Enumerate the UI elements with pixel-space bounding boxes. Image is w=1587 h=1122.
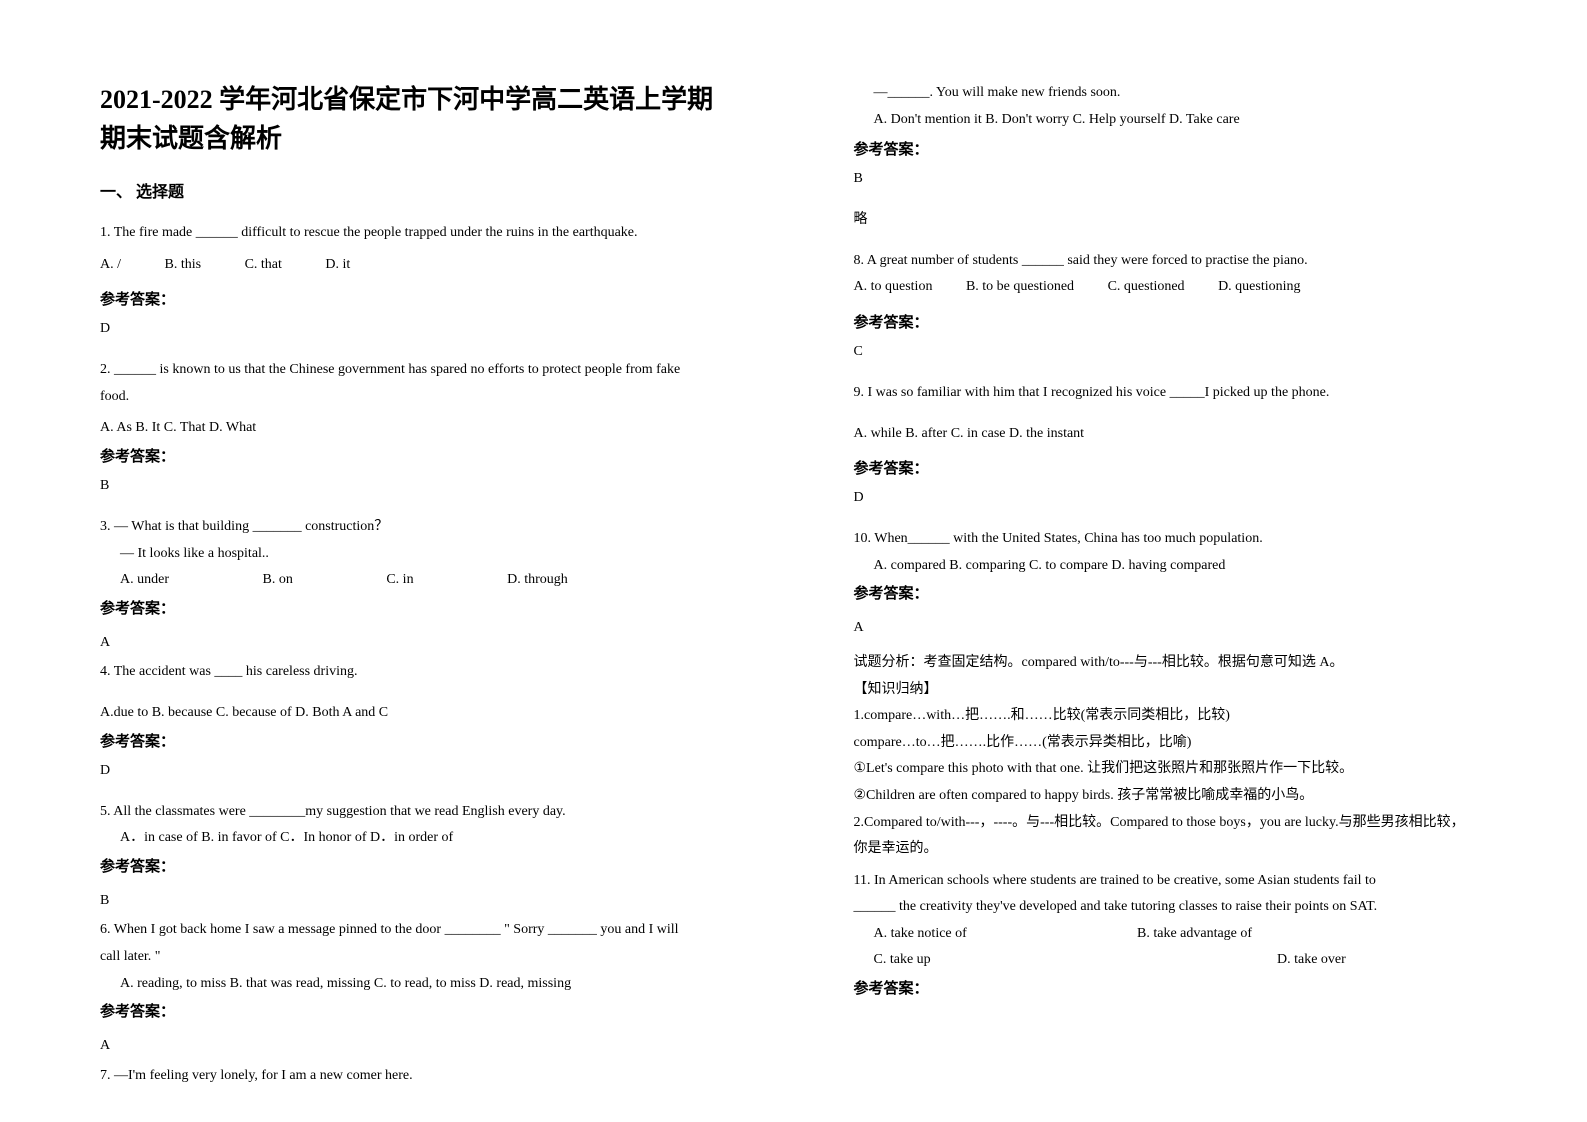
- q11-opt-b: B. take advantage of: [1137, 926, 1252, 941]
- section-heading: 一、 选择题: [100, 178, 734, 202]
- q2-answer-label: 参考答案：: [100, 445, 734, 466]
- right-column: —______. You will make new friends soon.…: [794, 0, 1587, 1122]
- q8-opt-b: B. to be questioned: [966, 274, 1074, 301]
- q8-options: A. to question B. to be questioned C. qu…: [854, 274, 1488, 301]
- document-title: 2021-2022 学年河北省保定市下河中学高二英语上学期期末试题含解析: [100, 80, 734, 158]
- q3-opt-c: C. in: [386, 567, 413, 594]
- q8-opt-a: A. to question: [854, 274, 933, 301]
- q4-answer-label: 参考答案：: [100, 730, 734, 751]
- q11-opt-c: C. take up: [854, 947, 1274, 974]
- q4-text: 4. The accident was ____ his careless dr…: [100, 659, 734, 686]
- q2-options: A. As B. It C. That D. What: [100, 415, 734, 442]
- q3-text2: — It looks like a hospital..: [100, 541, 734, 568]
- q1-answer-label: 参考答案：: [100, 288, 734, 309]
- q7-text1: 7. —I'm feeling very lonely, for I am a …: [100, 1063, 734, 1090]
- q10-explain1: 试题分析：考查固定结构。compared with/to---与---相比较。根…: [854, 650, 1488, 677]
- q1-opt-d: D. it: [325, 252, 350, 279]
- q10-text: 10. When______ with the United States, C…: [854, 526, 1488, 553]
- q5-answer: B: [100, 888, 734, 915]
- q10-options: A. compared B. comparing C. to compare D…: [854, 553, 1488, 580]
- q9-answer: D: [854, 490, 1488, 506]
- q11-opts-cd: C. take up D. take over: [854, 947, 1488, 974]
- q6-text1: 6. When I got back home I saw a message …: [100, 917, 734, 944]
- q3-opt-a: A. under: [120, 567, 169, 594]
- q1-text: 1. The fire made ______ difficult to res…: [100, 220, 734, 247]
- q8-answer-label: 参考答案：: [854, 311, 1488, 332]
- q1-opt-a: A. /: [100, 252, 121, 279]
- q10-explain2: 【知识归纳】: [854, 677, 1488, 704]
- q9-options: A. while B. after C. in case D. the inst…: [854, 421, 1488, 448]
- q10-explain5: ①Let's compare this photo with that one.…: [854, 756, 1488, 783]
- q1-opt-c: C. that: [245, 252, 282, 279]
- q5-text: 5. All the classmates were ________my su…: [100, 799, 734, 826]
- q8-opt-d: D. questioning: [1218, 274, 1300, 301]
- q9-answer-label: 参考答案：: [854, 457, 1488, 478]
- q10-answer: A: [854, 615, 1488, 642]
- q1-answer: D: [100, 321, 734, 337]
- q11-text2: ______ the creativity they've developed …: [854, 894, 1488, 921]
- q10-explain3: 1.compare…with…把…….和……比较(常表示同类相比，比较): [854, 703, 1488, 730]
- q3-opt-d: D. through: [507, 567, 568, 594]
- q6-answer: A: [100, 1033, 734, 1060]
- q10-explain8: 你是幸运的。: [854, 836, 1488, 863]
- q8-text: 8. A great number of students ______ sai…: [854, 248, 1488, 275]
- q2-text1: 2. ______ is known to us that the Chines…: [100, 357, 734, 384]
- q2-answer: B: [100, 478, 734, 494]
- q3-answer-label: 参考答案：: [100, 597, 734, 618]
- q6-text2: call later. ": [100, 944, 734, 971]
- q10-answer-label: 参考答案：: [854, 582, 1488, 603]
- q11-opts-ab: A. take notice of B. take advantage of: [854, 921, 1488, 948]
- q1-options: A. / B. this C. that D. it: [100, 252, 734, 279]
- q5-options: A．in case of B. in favor of C．In honor o…: [100, 825, 734, 852]
- q7-answer: B: [854, 171, 1488, 187]
- q7-extra: 略: [854, 207, 1488, 234]
- q1-opt-b: B. this: [165, 252, 202, 279]
- q11-opt-d: D. take over: [1277, 952, 1346, 967]
- q2-text2: food.: [100, 384, 734, 411]
- q11-text1: 11. In American schools where students a…: [854, 868, 1488, 895]
- q4-answer: D: [100, 763, 734, 779]
- left-column: 2021-2022 学年河北省保定市下河中学高二英语上学期期末试题含解析 一、 …: [0, 0, 794, 1122]
- q11-answer-label: 参考答案：: [854, 977, 1488, 998]
- q7-text2: —______. You will make new friends soon.: [854, 80, 1488, 107]
- q10-explain6: ②Children are often compared to happy bi…: [854, 783, 1488, 810]
- q7-answer-label: 参考答案：: [854, 138, 1488, 159]
- q10-explain4: compare…to…把…….比作……(常表示异类相比，比喻): [854, 730, 1488, 757]
- q10-explain7: 2.Compared to/with---，----。与---相比较。Compa…: [854, 810, 1488, 837]
- q3-options: A. under B. on C. in D. through: [100, 567, 734, 594]
- q3-opt-b: B. on: [263, 567, 293, 594]
- q3-answer: A: [100, 630, 734, 657]
- q5-answer-label: 参考答案：: [100, 855, 734, 876]
- q11-opt-a: A. take notice of: [854, 921, 1134, 948]
- q6-options: A. reading, to miss B. that was read, mi…: [100, 971, 734, 998]
- q8-opt-c: C. questioned: [1108, 274, 1185, 301]
- page-container: 2021-2022 学年河北省保定市下河中学高二英语上学期期末试题含解析 一、 …: [0, 0, 1587, 1122]
- q7-options: A. Don't mention it B. Don't worry C. He…: [854, 107, 1488, 134]
- q8-answer: C: [854, 344, 1488, 360]
- q3-text1: 3. — What is that building _______ const…: [100, 514, 734, 541]
- q4-options: A.due to B. because C. because of D. Bot…: [100, 700, 734, 727]
- q6-answer-label: 参考答案：: [100, 1000, 734, 1021]
- q9-text: 9. I was so familiar with him that I rec…: [854, 380, 1488, 407]
